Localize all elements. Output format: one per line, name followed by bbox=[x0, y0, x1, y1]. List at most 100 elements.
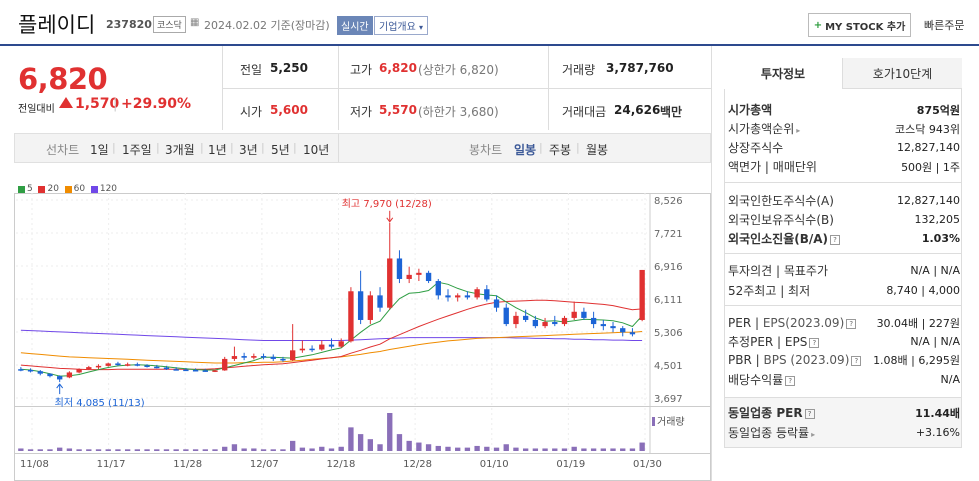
candle-body bbox=[309, 348, 315, 351]
candle-body bbox=[600, 324, 606, 327]
legend-label: 20 bbox=[47, 184, 59, 194]
est-label: 추정PER | EPS bbox=[728, 335, 808, 349]
candle-body bbox=[251, 356, 257, 358]
volume-bar bbox=[610, 448, 616, 451]
tab-candle-daily[interactable]: 일봉 bbox=[514, 143, 537, 157]
open-label: 시가 bbox=[240, 105, 263, 119]
volume-bar bbox=[202, 449, 208, 451]
market-cap-rank-value: 코스닥 943위 bbox=[895, 122, 960, 136]
max-arrow-icon bbox=[386, 217, 394, 223]
volume-bar bbox=[309, 448, 315, 451]
volume-bar bbox=[600, 448, 606, 451]
candle-body bbox=[493, 299, 500, 308]
help-icon[interactable]: ? bbox=[846, 318, 857, 329]
volume-bar bbox=[503, 444, 509, 451]
candle-body bbox=[202, 370, 208, 372]
listed-shares-label: 상장주식수 bbox=[728, 141, 784, 155]
industry-change-label: 동일업종 등락률 bbox=[728, 426, 810, 440]
x-tick-label: 12/07 bbox=[250, 459, 279, 470]
tab-period-1w[interactable]: 1주일 bbox=[122, 143, 152, 157]
tab-separator: | bbox=[156, 141, 160, 154]
week52-value: 8,740 | 4,000 bbox=[886, 284, 960, 297]
divider bbox=[338, 134, 339, 162]
chevron-right-icon[interactable]: ▸ bbox=[811, 430, 816, 439]
candle-body bbox=[328, 344, 335, 347]
opinion-label: 투자의견 | 목표주가 bbox=[728, 264, 828, 278]
tab-period-5y[interactable]: 5년 bbox=[271, 143, 290, 157]
foreign-hold-label: 외국인보유주식수(B) bbox=[728, 213, 834, 227]
volume-bar bbox=[435, 445, 441, 451]
help-icon[interactable]: ? bbox=[804, 408, 815, 419]
candle-body bbox=[377, 295, 383, 308]
x-tick-label: 01/19 bbox=[556, 459, 585, 470]
x-tick-label: 01/30 bbox=[633, 459, 662, 470]
corp-info-dropdown[interactable]: 기업개요 ▾ bbox=[374, 16, 429, 35]
chevron-right-icon[interactable]: ▸ bbox=[796, 126, 801, 135]
candle-body bbox=[532, 319, 539, 327]
candle-body bbox=[416, 272, 422, 275]
y-tick-label: 4,501 bbox=[654, 361, 683, 372]
volume-bar bbox=[299, 447, 306, 451]
volume-bar bbox=[532, 448, 539, 451]
x-tick-label: 11/08 bbox=[20, 459, 49, 470]
volume-bar bbox=[76, 449, 82, 451]
volume-bar bbox=[222, 446, 228, 451]
tab-period-3m[interactable]: 3개월 bbox=[165, 143, 195, 157]
volume-bar bbox=[464, 447, 471, 451]
volume-bar bbox=[445, 446, 451, 451]
y-tick-label: 3,697 bbox=[654, 394, 683, 405]
volume-bar bbox=[357, 434, 364, 451]
volume-bar bbox=[241, 448, 247, 451]
tab-separator: | bbox=[112, 141, 116, 154]
volume-bar bbox=[561, 448, 568, 451]
volume-bar bbox=[251, 448, 257, 451]
help-icon[interactable]: ? bbox=[809, 337, 820, 348]
candle-body bbox=[57, 376, 63, 380]
help-icon[interactable]: ? bbox=[785, 375, 796, 386]
candle-body bbox=[154, 366, 160, 369]
volume-value: 3,787,760 bbox=[606, 61, 674, 75]
price-chart[interactable]: 8,526 7,721 6,916 6,111 5,306 4,501 3,697 11/08… bbox=[14, 163, 711, 481]
volume-bar bbox=[522, 448, 529, 451]
candle-body bbox=[280, 358, 286, 361]
candle-body bbox=[163, 367, 170, 370]
help-icon[interactable]: ? bbox=[830, 234, 841, 245]
volume-bar bbox=[328, 448, 335, 451]
divider bbox=[724, 182, 962, 183]
volume-bar bbox=[86, 449, 92, 451]
candle-body bbox=[105, 363, 111, 366]
my-stock-button[interactable]: + MY STOCK 추가 bbox=[808, 13, 911, 37]
volume-bar bbox=[620, 448, 626, 451]
help-icon[interactable]: ? bbox=[851, 355, 862, 366]
amount-unit: 백만 bbox=[660, 105, 683, 119]
quick-order-link[interactable]: 빠른주문 bbox=[924, 19, 965, 32]
tab-candle-monthly[interactable]: 월봉 bbox=[586, 143, 609, 157]
tab-period-1d[interactable]: 1일 bbox=[90, 143, 109, 157]
volume-label: 거래량 bbox=[657, 416, 685, 428]
tab-period-10y[interactable]: 10년 bbox=[303, 143, 330, 157]
opinion-value: N/A | N/A bbox=[910, 264, 960, 277]
tab-period-1y[interactable]: 1년 bbox=[208, 143, 227, 157]
candle-body bbox=[134, 364, 141, 366]
industry-box bbox=[725, 397, 961, 447]
foreign-ratio-label: 외국인소진율(B/A) bbox=[728, 232, 829, 246]
candle-body bbox=[561, 317, 568, 325]
candle-body bbox=[95, 365, 102, 368]
calendar-icon: ▦ bbox=[190, 17, 200, 28]
candle-body bbox=[173, 369, 179, 371]
candle-body bbox=[406, 274, 412, 279]
candle-body bbox=[47, 373, 53, 377]
tab-orderbook[interactable]: 호가10단계 bbox=[843, 58, 962, 89]
tab-candle-weekly[interactable]: 주봉 bbox=[549, 143, 572, 157]
volume-legend-swatch bbox=[652, 417, 655, 426]
max-annotation: 최고 7,970 (12/28) bbox=[342, 198, 432, 210]
tab-invest-info[interactable]: 투자정보 bbox=[724, 58, 843, 89]
tab-period-3y[interactable]: 3년 bbox=[239, 143, 258, 157]
line-chart-label: 선차트 bbox=[46, 143, 80, 157]
volume-label: 거래량 bbox=[562, 63, 596, 77]
up-arrow-icon bbox=[59, 97, 73, 108]
stock-name: 플레이디 bbox=[18, 13, 96, 37]
realtime-button[interactable]: 실시간 bbox=[337, 16, 373, 35]
dividend-row: 배당수익률? N/A bbox=[728, 371, 960, 388]
pbr-label: PBR bbox=[728, 353, 752, 367]
